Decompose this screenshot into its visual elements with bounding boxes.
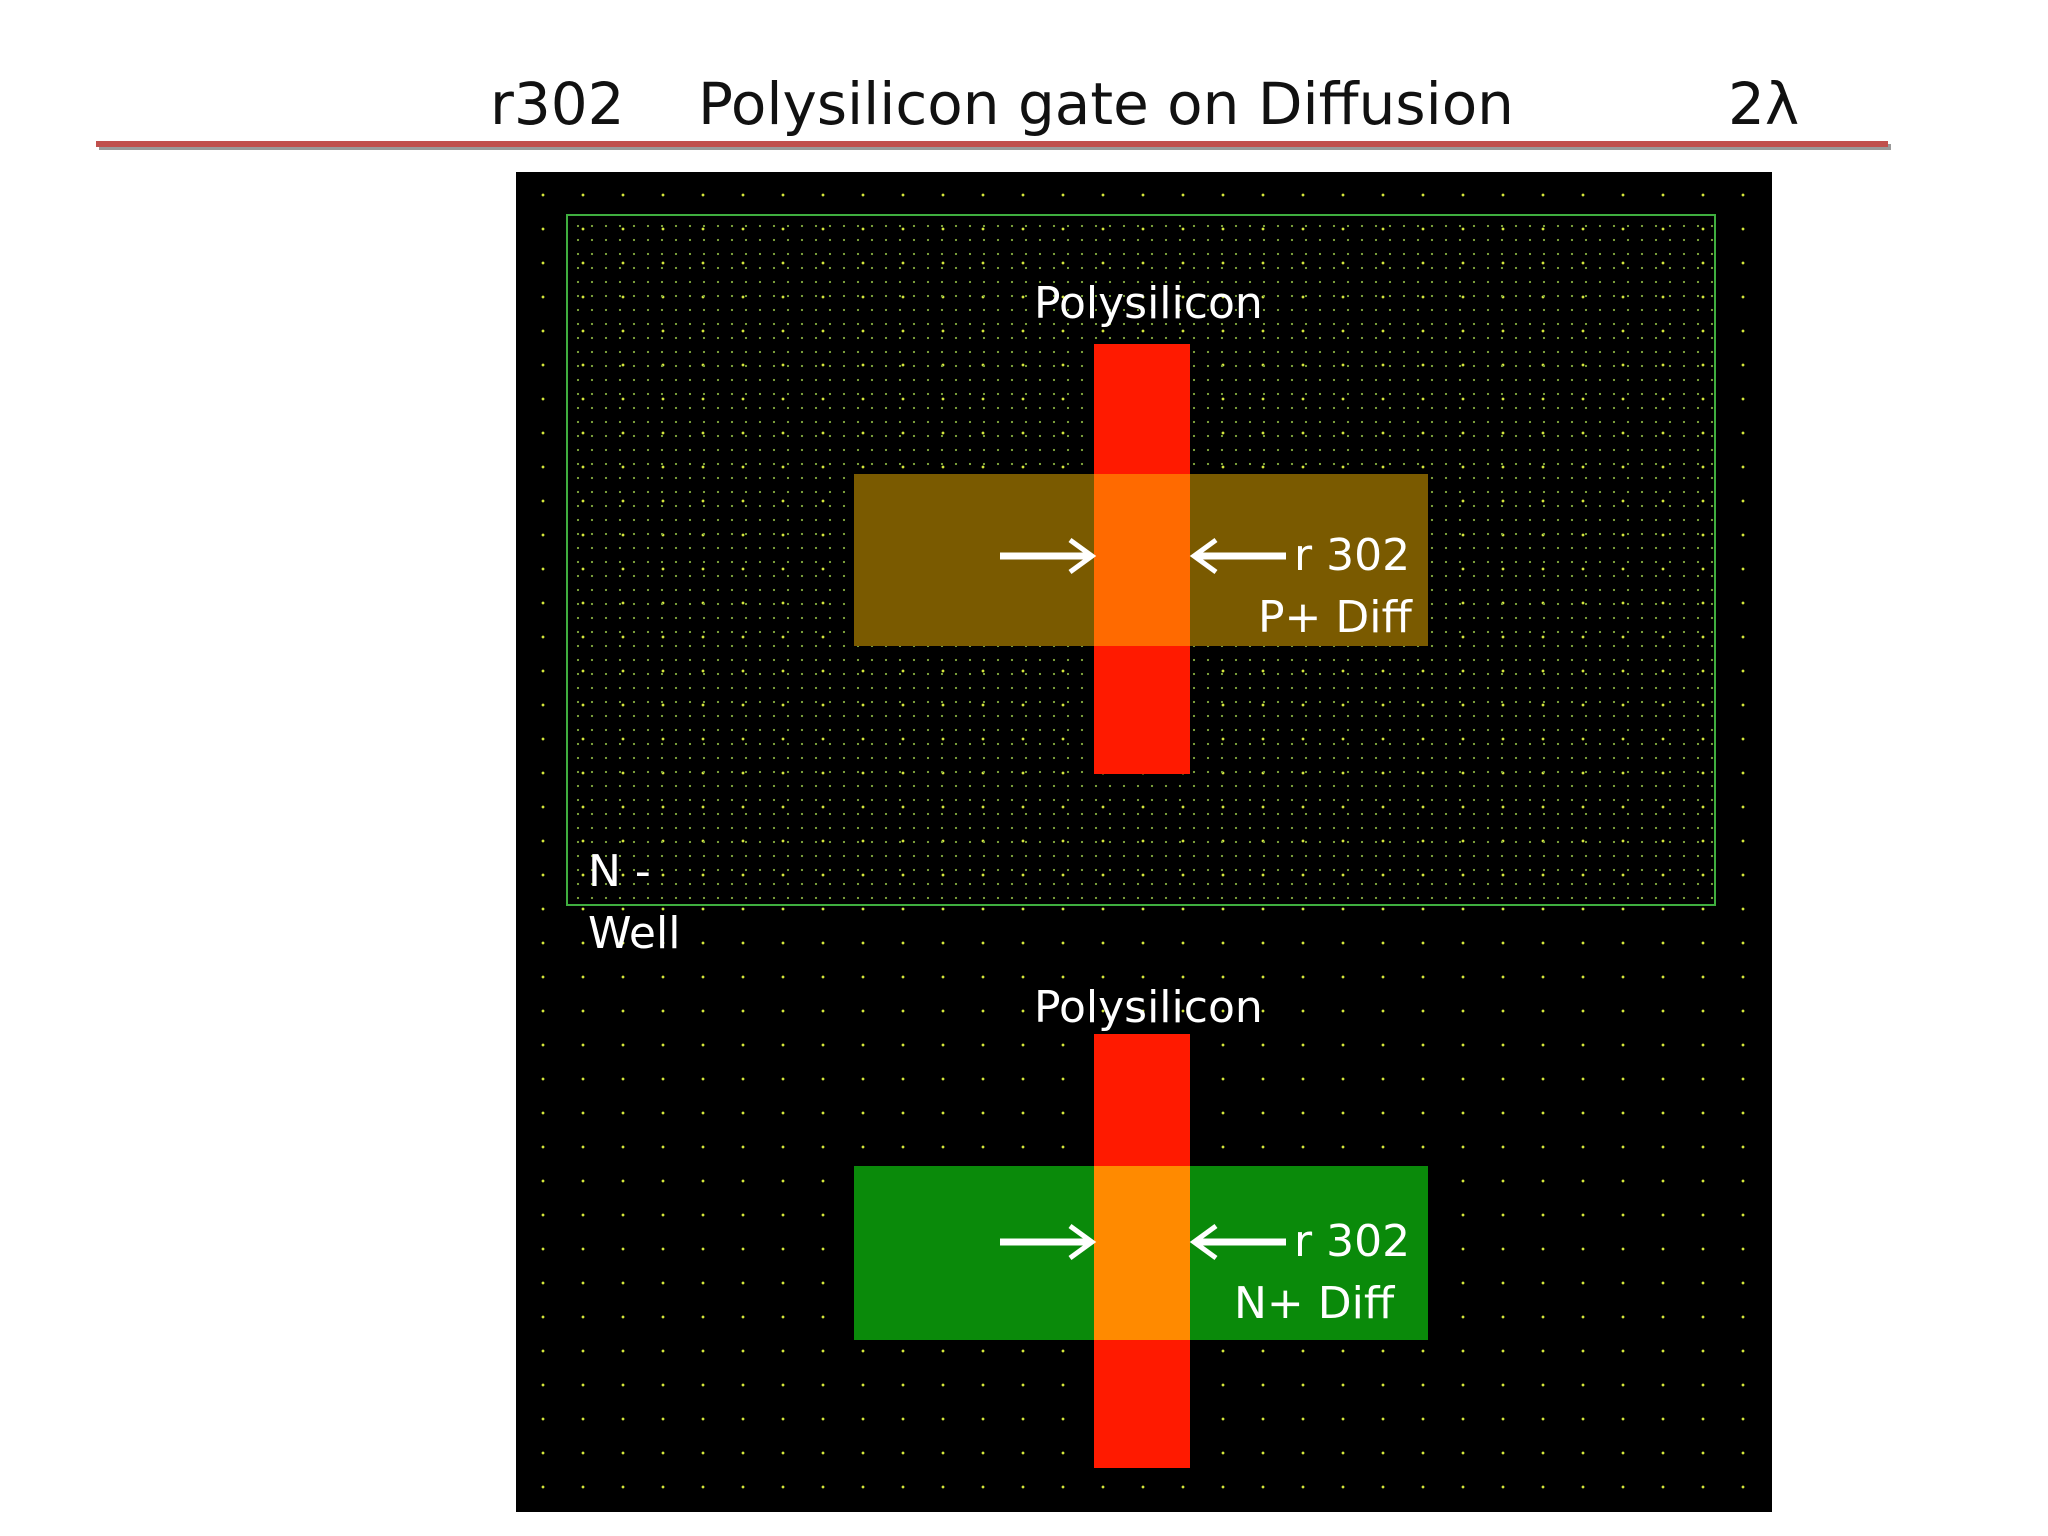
top-left-arrow-icon <box>1188 536 1288 576</box>
n-diff-label: N+ Diff <box>1234 1278 1395 1329</box>
title-underline <box>96 141 1888 147</box>
rule-id: r302 <box>490 70 625 138</box>
layout-canvas: N - Well Polysilicon r 302 P+ Diff Polys… <box>516 172 1772 1512</box>
n-well-label-line1: N - <box>588 846 651 897</box>
bottom-gate-overlap <box>1094 1166 1190 1340</box>
rule-value: 2λ <box>1728 70 1800 138</box>
bottom-polysilicon-label: Polysilicon <box>1034 982 1263 1033</box>
rule-title: Polysilicon gate on Diffusion <box>698 70 1514 138</box>
top-gate-overlap <box>1094 474 1190 646</box>
top-right-arrow-icon <box>998 536 1098 576</box>
n-well-label-line2: Well <box>588 908 681 959</box>
bottom-right-arrow-icon <box>998 1222 1098 1262</box>
bottom-left-arrow-icon <box>1188 1222 1288 1262</box>
top-rule-label: r 302 <box>1294 530 1411 581</box>
top-polysilicon-label: Polysilicon <box>1034 278 1263 329</box>
p-diff-label: P+ Diff <box>1258 592 1412 643</box>
bottom-rule-label: r 302 <box>1294 1216 1411 1267</box>
